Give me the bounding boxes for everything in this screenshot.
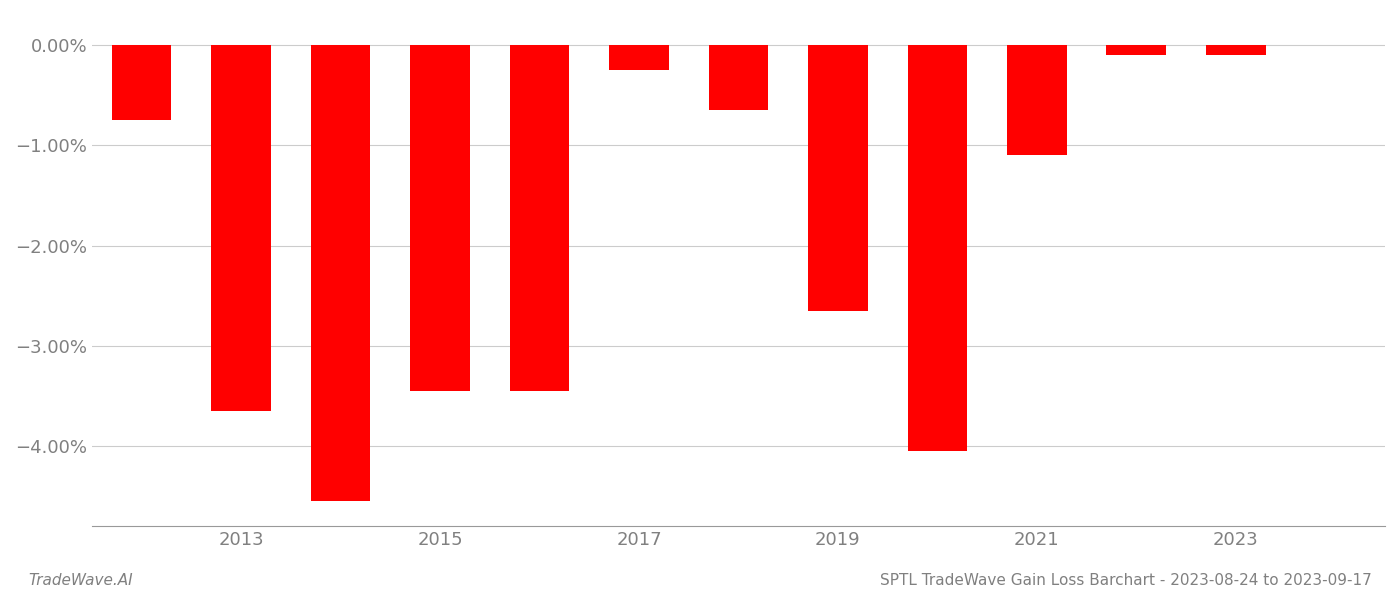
Bar <box>808 45 868 311</box>
Bar <box>708 45 769 110</box>
Bar <box>311 45 371 501</box>
Text: TradeWave.AI: TradeWave.AI <box>28 573 133 588</box>
Text: SPTL TradeWave Gain Loss Barchart - 2023-08-24 to 2023-09-17: SPTL TradeWave Gain Loss Barchart - 2023… <box>881 573 1372 588</box>
Bar <box>1007 45 1067 155</box>
Bar <box>112 45 171 120</box>
Bar <box>609 45 669 70</box>
Bar <box>1106 45 1166 55</box>
Bar <box>1205 45 1266 55</box>
Bar <box>907 45 967 451</box>
Bar <box>510 45 570 391</box>
Bar <box>211 45 272 411</box>
Bar <box>410 45 470 391</box>
